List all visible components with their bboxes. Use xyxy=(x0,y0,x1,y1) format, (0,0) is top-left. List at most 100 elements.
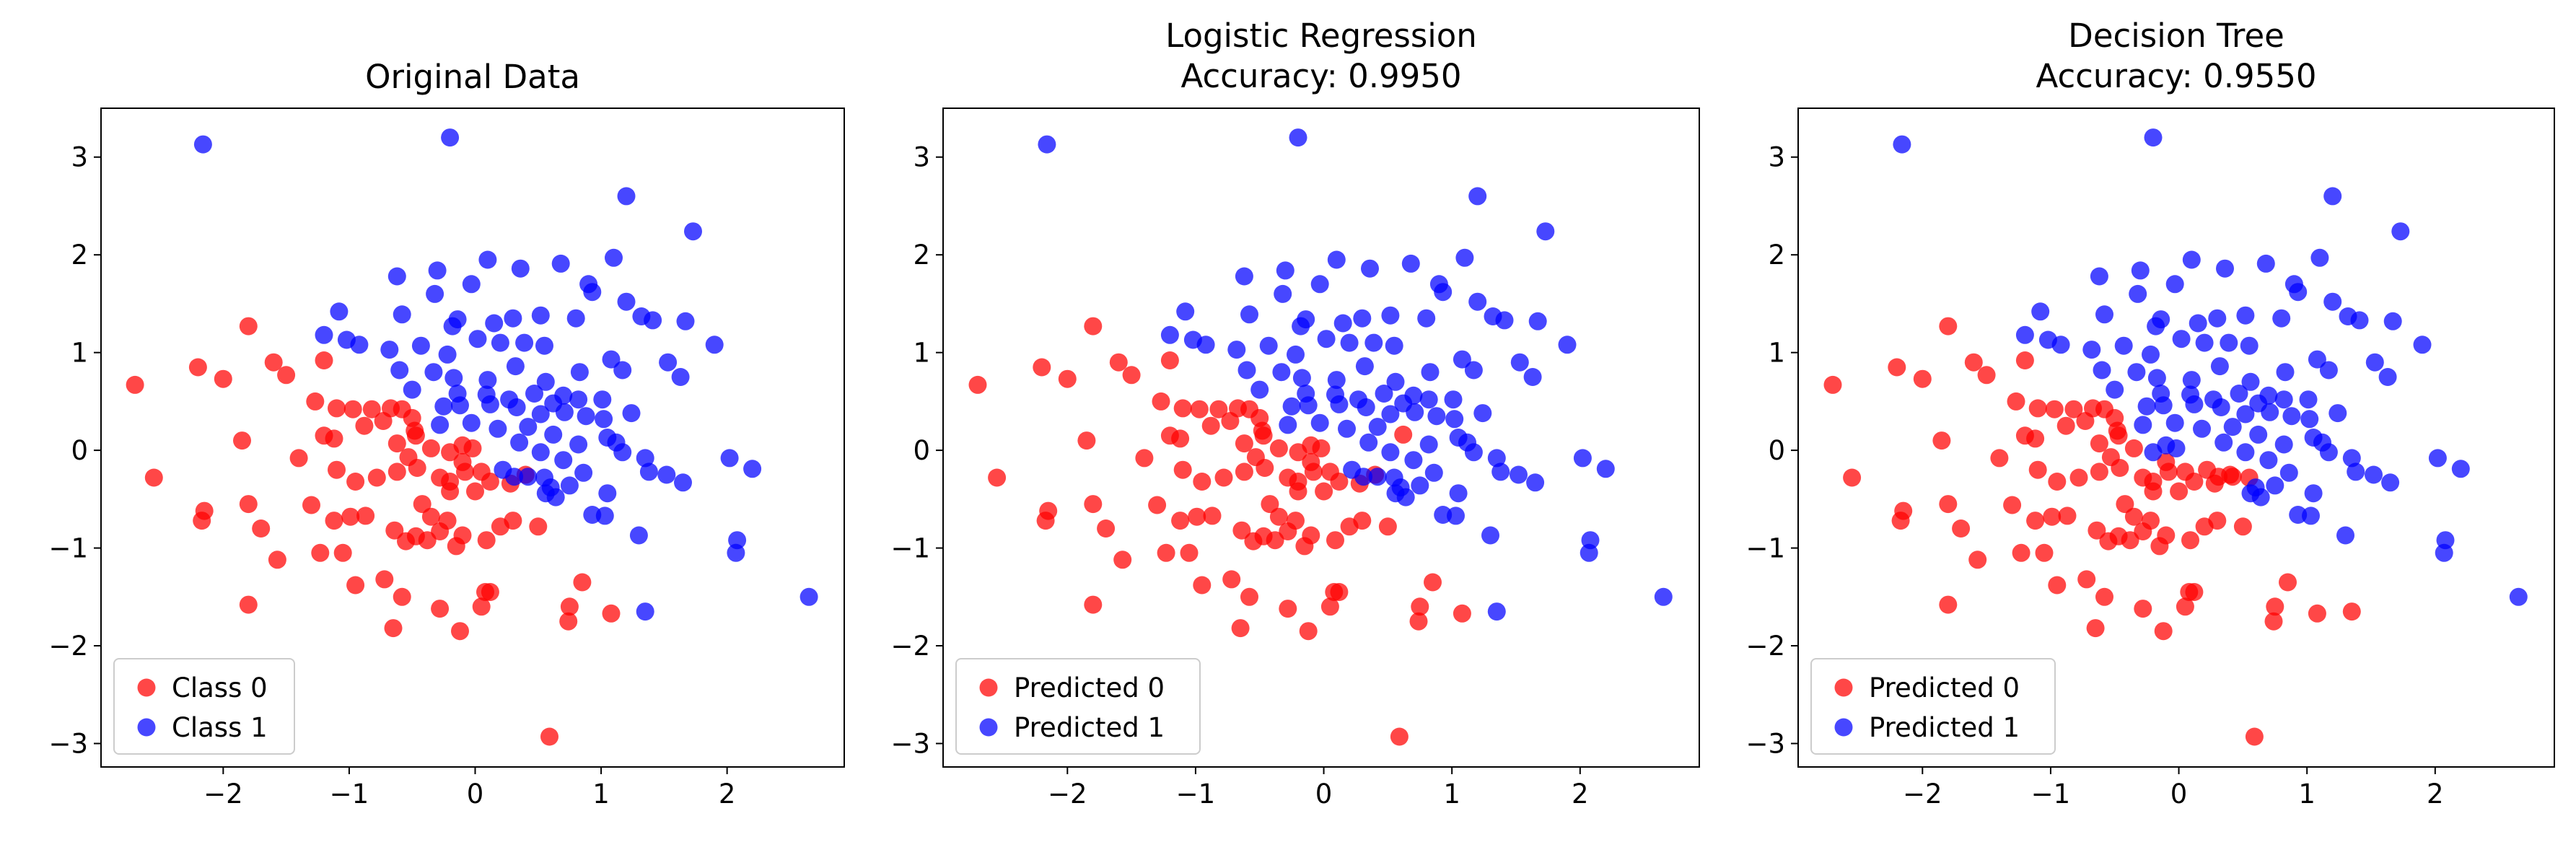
y-tick-label: −3 xyxy=(48,728,88,759)
point-class-0 xyxy=(1173,399,1192,418)
y-tick-label: 1 xyxy=(913,338,930,369)
point-class-1 xyxy=(1411,476,1429,495)
point-class-1 xyxy=(2223,418,2242,437)
point-class-0 xyxy=(456,462,474,481)
point-class-1 xyxy=(1464,443,1483,462)
plot-title: Decision Tree Accuracy: 0.9550 xyxy=(2036,17,2316,95)
point-class-1 xyxy=(1484,307,1502,325)
point-class-0 xyxy=(1188,507,1206,526)
point-class-1 xyxy=(330,302,349,321)
point-class-1 xyxy=(519,468,538,486)
point-class-0 xyxy=(2176,597,2194,616)
y-tick-label: −1 xyxy=(48,533,88,564)
point-class-1 xyxy=(1353,309,1372,328)
point-class-1 xyxy=(2082,341,2101,359)
point-class-0 xyxy=(1939,595,1958,614)
point-class-1 xyxy=(478,371,497,390)
point-class-1 xyxy=(2167,439,2186,457)
point-class-1 xyxy=(1893,135,1911,154)
x-tick-label: 2 xyxy=(1572,779,1589,810)
point-class-1 xyxy=(1237,361,1256,380)
point-class-1 xyxy=(2274,435,2293,454)
point-class-1 xyxy=(1272,363,1291,382)
point-class-0 xyxy=(2028,460,2047,479)
point-class-0 xyxy=(315,351,333,369)
point-class-1 xyxy=(2259,386,2278,405)
point-class-0 xyxy=(1256,459,1274,477)
point-class-1 xyxy=(1282,397,1301,416)
point-class-0 xyxy=(1390,727,1409,746)
legend-marker xyxy=(979,718,998,737)
point-class-0 xyxy=(2026,429,2045,448)
point-class-1 xyxy=(489,419,507,438)
point-class-1 xyxy=(2279,463,2298,482)
point-class-1 xyxy=(2428,449,2447,468)
point-class-1 xyxy=(2323,292,2342,311)
point-class-1 xyxy=(1359,433,1378,452)
point-class-0 xyxy=(384,619,403,638)
point-class-0 xyxy=(1222,570,1241,589)
point-class-0 xyxy=(1968,551,1987,569)
point-class-0 xyxy=(1109,353,1128,372)
point-class-1 xyxy=(1510,465,1528,484)
point-class-0 xyxy=(408,459,426,477)
x-tick-label: 1 xyxy=(2298,779,2316,810)
point-class-0 xyxy=(463,439,482,457)
point-class-1 xyxy=(443,317,462,336)
point-class-1 xyxy=(598,484,617,503)
legend: Class 0 Class 1 xyxy=(113,658,295,755)
point-class-1 xyxy=(393,305,411,324)
x-tick-label: 1 xyxy=(592,779,610,810)
x-tick-label: −2 xyxy=(1903,779,1942,810)
point-class-1 xyxy=(1292,369,1311,387)
legend-marker xyxy=(979,678,998,697)
point-class-1 xyxy=(1361,259,1379,278)
point-class-1 xyxy=(1333,314,1352,333)
point-class-1 xyxy=(1357,398,1375,416)
point-class-0 xyxy=(2124,439,2143,457)
point-class-1 xyxy=(1381,443,1400,462)
point-class-0 xyxy=(1232,521,1251,540)
point-class-1 xyxy=(617,187,636,206)
y-tick-label: 3 xyxy=(913,142,930,173)
point-class-0 xyxy=(1453,604,1471,623)
point-class-0 xyxy=(2124,507,2143,526)
point-class-0 xyxy=(1084,595,1103,614)
panel-2: Logistic Regression Accuracy: 0.9950 −2 −1 0… xyxy=(890,17,1700,810)
point-class-0 xyxy=(385,521,404,540)
point-class-1 xyxy=(2391,222,2410,241)
point-class-0 xyxy=(529,517,548,536)
point-class-0 xyxy=(1279,600,1297,618)
point-class-1 xyxy=(583,283,602,302)
point-class-1 xyxy=(1481,526,1499,545)
point-class-1 xyxy=(2031,302,2050,321)
point-class-0 xyxy=(1157,543,1175,562)
point-class-0 xyxy=(602,604,621,623)
point-class-1 xyxy=(193,135,212,154)
point-class-1 xyxy=(593,390,612,409)
point-class-1 xyxy=(617,292,636,311)
point-class-0 xyxy=(2095,587,2113,606)
point-class-1 xyxy=(462,275,481,294)
y-tick-label: 0 xyxy=(1768,435,1785,466)
point-class-1 xyxy=(2289,506,2308,524)
point-class-1 xyxy=(2365,353,2384,372)
point-class-0 xyxy=(1424,573,1442,592)
point-class-0 xyxy=(1312,439,1331,457)
point-class-1 xyxy=(511,259,530,278)
point-class-0 xyxy=(2116,495,2134,514)
point-class-1 xyxy=(2339,307,2357,325)
point-class-0 xyxy=(418,531,437,550)
point-class-0 xyxy=(2109,426,2128,445)
point-class-1 xyxy=(1386,484,1405,503)
point-class-0 xyxy=(421,507,440,526)
point-class-0 xyxy=(126,375,144,394)
point-class-1 xyxy=(315,325,333,344)
point-class-0 xyxy=(1302,526,1320,545)
point-class-1 xyxy=(2051,336,2070,354)
point-class-1 xyxy=(438,345,457,364)
point-class-1 xyxy=(1401,254,1420,273)
point-class-1 xyxy=(2259,451,2278,470)
point-class-1 xyxy=(1250,380,1269,399)
point-class-1 xyxy=(2220,333,2238,352)
